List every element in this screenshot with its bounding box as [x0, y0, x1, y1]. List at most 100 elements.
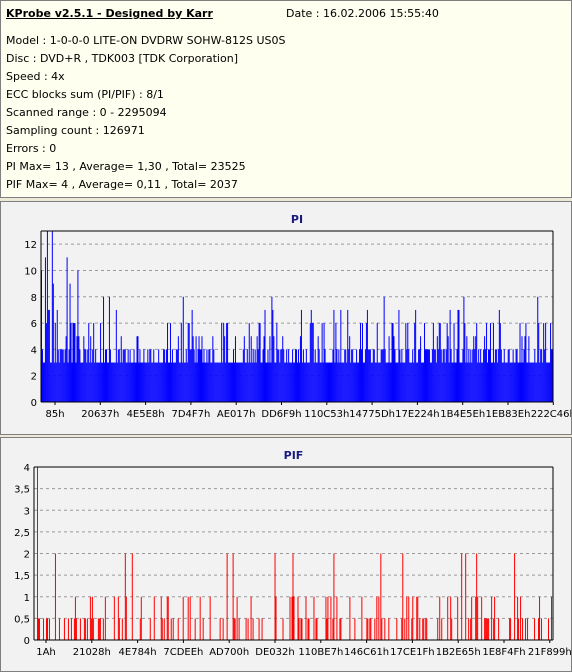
data-bar — [423, 618, 425, 641]
data-bar — [527, 618, 529, 641]
data-bar — [461, 362, 463, 402]
data-bar — [339, 618, 341, 641]
data-bar — [468, 618, 470, 641]
data-bar — [274, 362, 276, 402]
data-bar — [432, 323, 434, 402]
data-bar — [76, 336, 78, 402]
data-bar — [79, 618, 81, 641]
data-bar — [499, 323, 501, 402]
data-bar — [73, 618, 75, 641]
data-bar — [430, 362, 432, 402]
data-bar — [431, 349, 433, 402]
data-bar — [268, 362, 270, 402]
data-bar — [289, 362, 291, 402]
data-bar — [140, 362, 142, 402]
data-bar — [440, 349, 442, 402]
data-bar — [527, 362, 529, 402]
data-bar — [351, 349, 353, 402]
data-bar — [205, 362, 207, 402]
data-bar — [326, 362, 328, 402]
data-bar — [68, 349, 70, 402]
data-bar — [255, 362, 257, 402]
data-bar — [186, 362, 188, 402]
data-bar — [172, 618, 174, 641]
data-bar — [402, 553, 404, 640]
data-bar — [367, 349, 369, 402]
data-bar — [134, 362, 136, 402]
data-bar — [292, 553, 294, 640]
data-bar — [211, 362, 213, 402]
data-bar — [465, 362, 467, 402]
data-bar — [167, 596, 169, 640]
data-bar — [378, 362, 380, 402]
data-bar — [209, 349, 211, 402]
data-bar — [153, 596, 155, 640]
data-bar — [300, 618, 302, 641]
data-bar — [84, 349, 86, 402]
data-bar — [63, 618, 65, 641]
data-bar — [256, 336, 258, 402]
data-bar — [477, 362, 479, 402]
data-bar — [195, 336, 197, 402]
data-bar — [67, 618, 69, 641]
y-tick-label: 0 — [31, 398, 37, 409]
data-bar — [422, 618, 424, 641]
data-bar — [521, 336, 523, 402]
data-bar — [43, 362, 45, 402]
data-bar — [180, 323, 182, 402]
data-bar — [243, 336, 245, 402]
data-bar — [226, 323, 228, 402]
data-bar — [457, 309, 459, 402]
data-bar — [273, 336, 275, 402]
data-bar — [275, 362, 277, 402]
data-bar — [425, 349, 426, 402]
data-bar — [304, 362, 306, 402]
pif-chart-panel: PIF 0 0,5 1 1,5 2 2,5 3 3,5 4 1Ah 21028h 4E784h 7CDEE… — [0, 437, 572, 672]
data-bar — [165, 362, 167, 402]
data-bar — [405, 323, 407, 402]
data-bar — [476, 323, 478, 402]
data-bar — [58, 618, 60, 641]
data-bar — [491, 596, 493, 640]
data-bar — [271, 296, 273, 402]
data-bar — [462, 349, 464, 402]
data-bar — [229, 362, 231, 402]
data-bar — [381, 618, 383, 641]
data-bar — [324, 349, 326, 402]
data-bar — [98, 618, 100, 641]
data-bar — [477, 596, 479, 640]
data-bar — [265, 362, 267, 402]
data-bar — [468, 349, 470, 402]
data-bar — [118, 349, 120, 402]
pif-chart: PIF 0 0,5 1 1,5 2 2,5 3 3,5 4 1Ah 21028h 4E784h 7CDEE… — [14, 449, 571, 658]
data-bar — [310, 309, 312, 402]
data-bar — [74, 323, 76, 402]
data-bar — [121, 618, 123, 641]
data-bar — [404, 618, 406, 641]
data-bar — [73, 323, 75, 402]
data-bar — [258, 323, 260, 402]
data-bar — [42, 618, 44, 641]
data-bar — [288, 349, 290, 402]
data-bar — [519, 323, 521, 402]
data-bar — [360, 323, 362, 402]
data-bar — [418, 349, 420, 402]
data-bar — [422, 362, 424, 402]
data-bar — [484, 618, 486, 641]
data-bar — [526, 362, 528, 402]
data-bar — [375, 362, 377, 402]
data-bar — [443, 349, 445, 402]
data-bar — [533, 362, 535, 402]
data-bar — [262, 349, 264, 402]
data-bar — [318, 349, 320, 402]
y-tick-label: 1 — [24, 593, 30, 604]
data-bar — [109, 349, 111, 402]
data-bar — [322, 362, 324, 402]
data-bar — [51, 231, 53, 402]
data-bar — [91, 362, 93, 402]
data-bar — [239, 362, 241, 402]
data-bar — [298, 362, 300, 402]
data-bar — [368, 349, 370, 402]
y-tick-label: 12 — [24, 240, 37, 251]
data-bar — [100, 323, 102, 402]
